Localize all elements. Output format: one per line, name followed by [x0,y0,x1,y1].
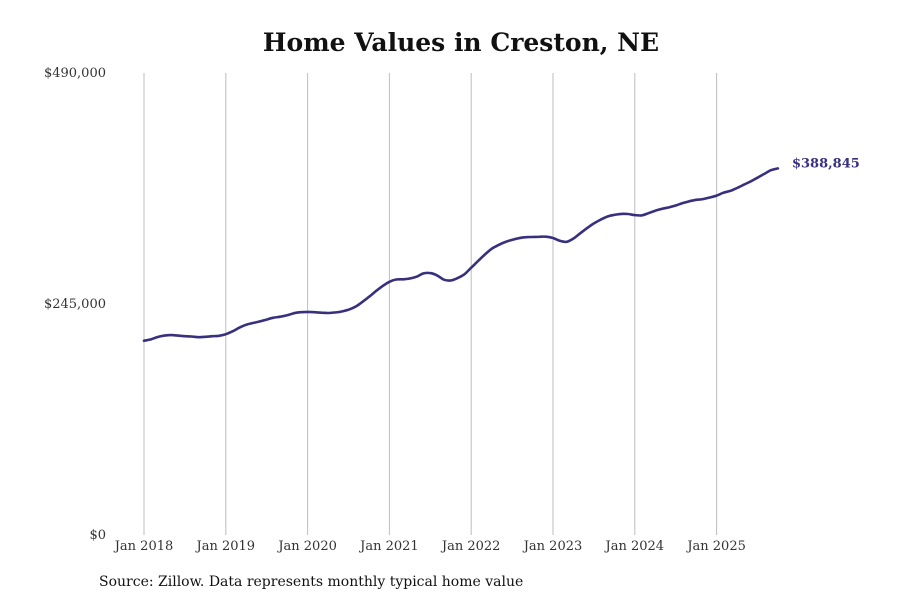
x-tick-label: Jan 2020 [276,539,337,554]
x-tick-label: Jan 2024 [604,539,665,554]
end-value-label: $388,845 [792,156,860,171]
x-tick-label: Jan 2021 [358,539,419,554]
gridlines [143,73,718,535]
x-axis-ticks: Jan 2018 Jan 2019 Jan 2020 Jan 2021 Jan 2022… [113,539,746,554]
x-tick-label: Jan 2025 [685,539,746,554]
y-tick-label: $490,000 [44,66,106,81]
y-axis-ticks: $0 $245,000 $490,000 [44,66,106,543]
x-tick-label: Jan 2019 [195,539,256,554]
y-tick-label: $245,000 [44,297,106,312]
source-note: Source: Zillow. Data represents monthly … [99,574,524,590]
y-tick-label: $0 [89,528,106,543]
series-line-home-value [142,167,780,343]
x-tick-label: Jan 2018 [113,539,174,554]
x-tick-label: Jan 2023 [522,539,583,554]
x-tick-label: Jan 2022 [440,539,501,554]
chart-title: Home Values in Creston, NE [262,28,660,57]
